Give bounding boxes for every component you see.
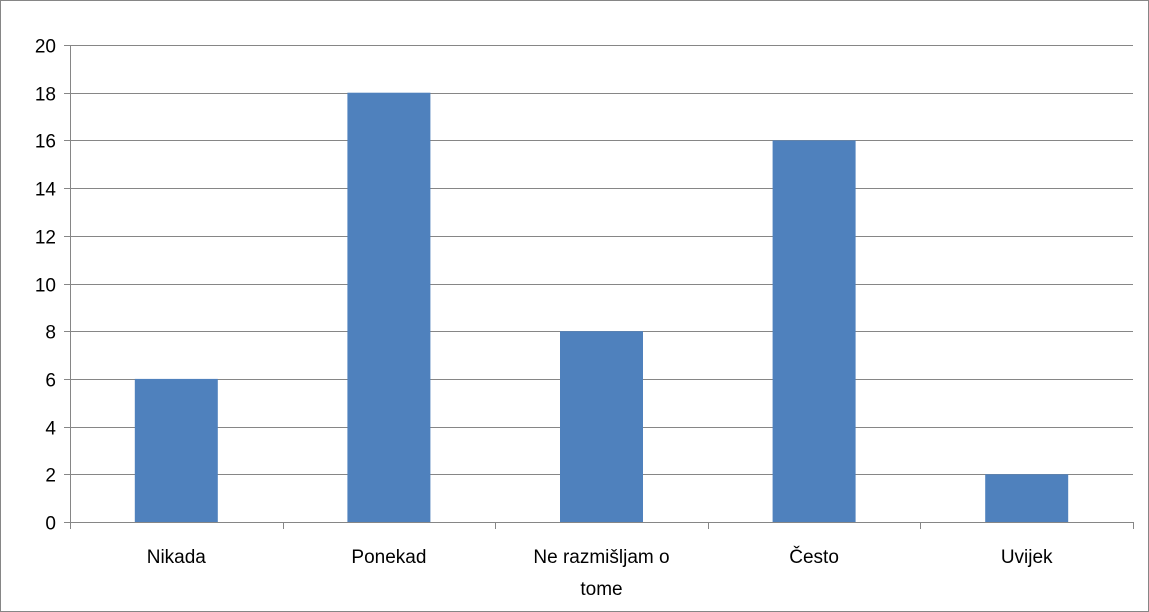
x-tick-label: Ponekad xyxy=(351,547,426,568)
x-tick-label: Uvijek xyxy=(1001,547,1053,568)
x-tick-label: Ne razmišljam o xyxy=(533,547,669,568)
y-axis-tick-labels: 0 2 4 6 8 10 12 14 16 18 20 xyxy=(35,37,57,535)
y-tick-label: 18 xyxy=(35,85,56,106)
bar-ponekad xyxy=(347,92,431,522)
y-tick-label: 12 xyxy=(35,228,56,249)
bar-uvijek xyxy=(985,474,1069,522)
y-tick-label: 6 xyxy=(45,371,56,392)
y-tick-label: 8 xyxy=(45,323,56,344)
bars xyxy=(134,92,1069,522)
y-tick-label: 14 xyxy=(35,180,57,201)
axes xyxy=(64,45,1134,529)
x-tick-label: tome xyxy=(580,579,622,600)
y-tick-label: 20 xyxy=(35,37,56,58)
x-tick-label: Često xyxy=(789,546,839,568)
y-tick-label: 4 xyxy=(45,419,56,440)
bar-ne-razmišljam-o-tome xyxy=(560,331,643,522)
y-tick-label: 10 xyxy=(35,276,56,297)
bar-nikada xyxy=(134,378,218,522)
y-tick-label: 16 xyxy=(35,132,56,153)
y-tick-label: 0 xyxy=(45,514,56,535)
x-axis-tick-labels: Nikada Ponekad Ne razmišljam o tome Često Uvi… xyxy=(147,546,1053,600)
gridlines xyxy=(70,45,1133,475)
bar-često xyxy=(772,140,856,522)
y-tick-label: 2 xyxy=(45,466,56,487)
x-tick-label: Nikada xyxy=(147,547,207,568)
